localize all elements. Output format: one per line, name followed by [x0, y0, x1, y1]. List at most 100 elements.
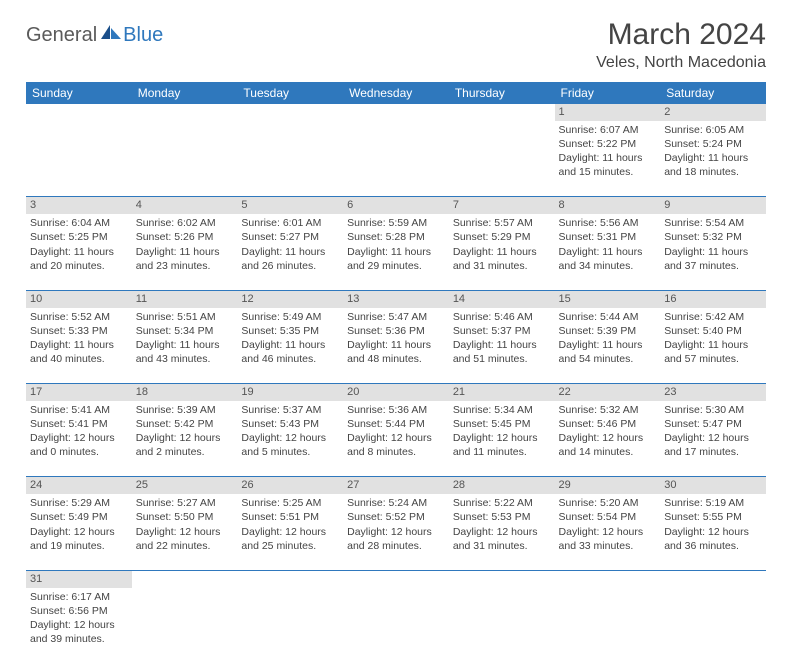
day-detail-cell — [237, 121, 343, 197]
daylight-text: Daylight: 11 hours and 23 minutes. — [136, 245, 234, 273]
sunset-text: Sunset: 5:29 PM — [453, 230, 551, 244]
daylight-text: Daylight: 11 hours and 54 minutes. — [559, 338, 657, 366]
day-detail-cell — [237, 588, 343, 664]
day-detail-cell — [132, 588, 238, 664]
daylight-text: Daylight: 11 hours and 18 minutes. — [664, 151, 762, 179]
day-number-cell: 20 — [343, 384, 449, 401]
day-detail-cell: Sunrise: 5:42 AMSunset: 5:40 PMDaylight:… — [660, 308, 766, 384]
day-number-cell: 5 — [237, 197, 343, 214]
sunset-text: Sunset: 5:45 PM — [453, 417, 551, 431]
sunset-text: Sunset: 5:33 PM — [30, 324, 128, 338]
sunset-text: Sunset: 5:50 PM — [136, 510, 234, 524]
sunrise-text: Sunrise: 5:32 AM — [559, 403, 657, 417]
daylight-text: Daylight: 11 hours and 15 minutes. — [559, 151, 657, 179]
weekday-header: Thursday — [449, 82, 555, 104]
daylight-text: Daylight: 11 hours and 48 minutes. — [347, 338, 445, 366]
daylight-text: Daylight: 11 hours and 34 minutes. — [559, 245, 657, 273]
day-number-cell: 18 — [132, 384, 238, 401]
daylight-text: Daylight: 11 hours and 43 minutes. — [136, 338, 234, 366]
daynum-row: 31 — [26, 570, 766, 587]
weekday-header: Monday — [132, 82, 238, 104]
day-number-cell: 19 — [237, 384, 343, 401]
daynum-row: 3456789 — [26, 197, 766, 214]
daylight-text: Daylight: 11 hours and 37 minutes. — [664, 245, 762, 273]
daylight-text: Daylight: 11 hours and 31 minutes. — [453, 245, 551, 273]
sunrise-text: Sunrise: 5:57 AM — [453, 216, 551, 230]
sunset-text: Sunset: 5:25 PM — [30, 230, 128, 244]
day-detail-cell: Sunrise: 5:32 AMSunset: 5:46 PMDaylight:… — [555, 401, 661, 477]
day-number-cell: 17 — [26, 384, 132, 401]
sunset-text: Sunset: 5:52 PM — [347, 510, 445, 524]
day-detail-cell: Sunrise: 5:54 AMSunset: 5:32 PMDaylight:… — [660, 214, 766, 290]
daylight-text: Daylight: 12 hours and 0 minutes. — [30, 431, 128, 459]
sunset-text: Sunset: 5:49 PM — [30, 510, 128, 524]
day-detail-cell: Sunrise: 5:49 AMSunset: 5:35 PMDaylight:… — [237, 308, 343, 384]
daylight-text: Daylight: 12 hours and 8 minutes. — [347, 431, 445, 459]
daylight-text: Daylight: 12 hours and 22 minutes. — [136, 525, 234, 553]
month-title: March 2024 — [596, 18, 766, 52]
sunset-text: Sunset: 5:37 PM — [453, 324, 551, 338]
sunset-text: Sunset: 5:24 PM — [664, 137, 762, 151]
day-detail-row: Sunrise: 6:17 AMSunset: 6:56 PMDaylight:… — [26, 588, 766, 664]
day-number-cell: 31 — [26, 570, 132, 587]
sunset-text: Sunset: 5:46 PM — [559, 417, 657, 431]
day-detail-row: Sunrise: 5:52 AMSunset: 5:33 PMDaylight:… — [26, 308, 766, 384]
sunrise-text: Sunrise: 6:07 AM — [559, 123, 657, 137]
day-detail-cell: Sunrise: 5:41 AMSunset: 5:41 PMDaylight:… — [26, 401, 132, 477]
day-detail-cell: Sunrise: 5:36 AMSunset: 5:44 PMDaylight:… — [343, 401, 449, 477]
sunset-text: Sunset: 5:55 PM — [664, 510, 762, 524]
calendar-table: Sunday Monday Tuesday Wednesday Thursday… — [26, 82, 766, 664]
day-detail-cell — [449, 588, 555, 664]
sunset-text: Sunset: 5:43 PM — [241, 417, 339, 431]
sunrise-text: Sunrise: 5:56 AM — [559, 216, 657, 230]
sunset-text: Sunset: 5:31 PM — [559, 230, 657, 244]
daynum-row: 24252627282930 — [26, 477, 766, 494]
day-detail-cell: Sunrise: 5:30 AMSunset: 5:47 PMDaylight:… — [660, 401, 766, 477]
daylight-text: Daylight: 12 hours and 33 minutes. — [559, 525, 657, 553]
sunset-text: Sunset: 5:53 PM — [453, 510, 551, 524]
daylight-text: Daylight: 11 hours and 26 minutes. — [241, 245, 339, 273]
sunset-text: Sunset: 5:22 PM — [559, 137, 657, 151]
day-number-cell: 27 — [343, 477, 449, 494]
sunrise-text: Sunrise: 5:22 AM — [453, 496, 551, 510]
daylight-text: Daylight: 11 hours and 46 minutes. — [241, 338, 339, 366]
day-number-cell: 21 — [449, 384, 555, 401]
sunset-text: Sunset: 5:34 PM — [136, 324, 234, 338]
day-detail-cell: Sunrise: 5:37 AMSunset: 5:43 PMDaylight:… — [237, 401, 343, 477]
day-detail-cell: Sunrise: 5:20 AMSunset: 5:54 PMDaylight:… — [555, 494, 661, 570]
sunset-text: Sunset: 5:44 PM — [347, 417, 445, 431]
day-detail-cell: Sunrise: 5:29 AMSunset: 5:49 PMDaylight:… — [26, 494, 132, 570]
sunrise-text: Sunrise: 5:42 AM — [664, 310, 762, 324]
sunset-text: Sunset: 5:51 PM — [241, 510, 339, 524]
day-detail-cell: Sunrise: 6:07 AMSunset: 5:22 PMDaylight:… — [555, 121, 661, 197]
day-detail-cell: Sunrise: 6:05 AMSunset: 5:24 PMDaylight:… — [660, 121, 766, 197]
day-detail-cell — [26, 121, 132, 197]
day-detail-cell: Sunrise: 5:44 AMSunset: 5:39 PMDaylight:… — [555, 308, 661, 384]
title-block: March 2024 Veles, North Macedonia — [596, 18, 766, 72]
daynum-row: 10111213141516 — [26, 290, 766, 307]
day-number-cell — [237, 104, 343, 121]
day-detail-cell: Sunrise: 6:02 AMSunset: 5:26 PMDaylight:… — [132, 214, 238, 290]
sunrise-text: Sunrise: 6:02 AM — [136, 216, 234, 230]
day-number-cell — [449, 104, 555, 121]
day-number-cell: 1 — [555, 104, 661, 121]
day-detail-cell — [660, 588, 766, 664]
weekday-header: Friday — [555, 82, 661, 104]
page-header: General Blue March 2024 Veles, North Mac… — [26, 18, 766, 72]
day-number-cell — [660, 570, 766, 587]
daylight-text: Daylight: 12 hours and 25 minutes. — [241, 525, 339, 553]
day-number-cell: 14 — [449, 290, 555, 307]
day-number-cell — [237, 570, 343, 587]
daynum-row: 17181920212223 — [26, 384, 766, 401]
sunrise-text: Sunrise: 5:49 AM — [241, 310, 339, 324]
day-number-cell: 15 — [555, 290, 661, 307]
day-detail-cell: Sunrise: 5:25 AMSunset: 5:51 PMDaylight:… — [237, 494, 343, 570]
day-number-cell: 12 — [237, 290, 343, 307]
sunset-text: Sunset: 5:36 PM — [347, 324, 445, 338]
sunrise-text: Sunrise: 6:17 AM — [30, 590, 128, 604]
daylight-text: Daylight: 12 hours and 11 minutes. — [453, 431, 551, 459]
daylight-text: Daylight: 12 hours and 28 minutes. — [347, 525, 445, 553]
day-number-cell: 26 — [237, 477, 343, 494]
day-number-cell — [343, 570, 449, 587]
sunset-text: Sunset: 5:54 PM — [559, 510, 657, 524]
